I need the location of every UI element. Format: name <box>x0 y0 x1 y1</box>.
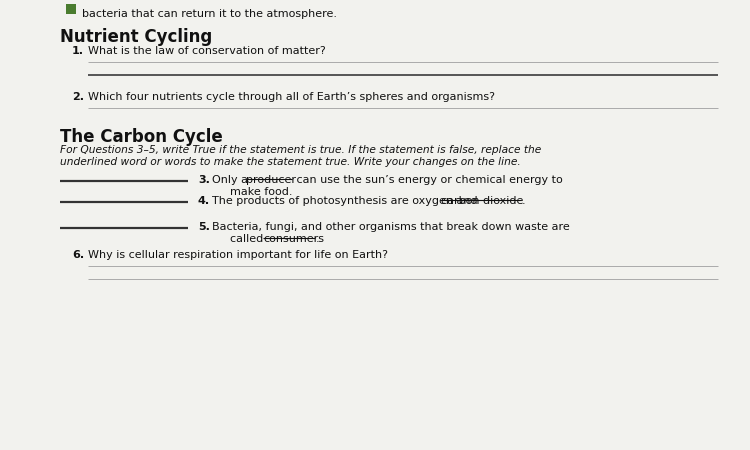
Text: 5.: 5. <box>198 222 210 232</box>
Text: producer: producer <box>246 175 296 185</box>
Bar <box>66 4 76 14</box>
Text: .: . <box>522 196 526 206</box>
Text: 3.: 3. <box>198 175 210 185</box>
Text: bacteria that can return it to the atmosphere.: bacteria that can return it to the atmos… <box>82 9 337 19</box>
Text: make food.: make food. <box>230 187 292 197</box>
Text: Nutrient Cycling: Nutrient Cycling <box>60 28 212 46</box>
Text: 6.: 6. <box>72 250 84 260</box>
Text: carbon dioxide: carbon dioxide <box>441 196 524 206</box>
Text: 2.: 2. <box>72 92 84 102</box>
Text: Bacteria, fungi, and other organisms that break down waste are: Bacteria, fungi, and other organisms tha… <box>212 222 570 232</box>
Text: The products of photosynthesis are oxygen and: The products of photosynthesis are oxyge… <box>212 196 482 206</box>
Text: underlined word or words to make the statement true. Write your changes on the l: underlined word or words to make the sta… <box>60 157 520 167</box>
Text: called: called <box>230 234 267 244</box>
Text: .: . <box>316 234 320 244</box>
Text: Which four nutrients cycle through all of Earth’s spheres and organisms?: Which four nutrients cycle through all o… <box>88 92 495 102</box>
Text: 4.: 4. <box>198 196 210 206</box>
Text: 1.: 1. <box>72 46 84 56</box>
Text: For Questions 3–5, write True if the statement is true. If the statement is fals: For Questions 3–5, write True if the sta… <box>60 145 542 155</box>
Text: What is the law of conservation of matter?: What is the law of conservation of matte… <box>88 46 326 56</box>
Text: consumers: consumers <box>263 234 324 244</box>
Text: Only a: Only a <box>212 175 251 185</box>
Text: can use the sun’s energy or chemical energy to: can use the sun’s energy or chemical ene… <box>293 175 562 185</box>
Text: The Carbon Cycle: The Carbon Cycle <box>60 128 223 146</box>
Text: Why is cellular respiration important for life on Earth?: Why is cellular respiration important fo… <box>88 250 388 260</box>
